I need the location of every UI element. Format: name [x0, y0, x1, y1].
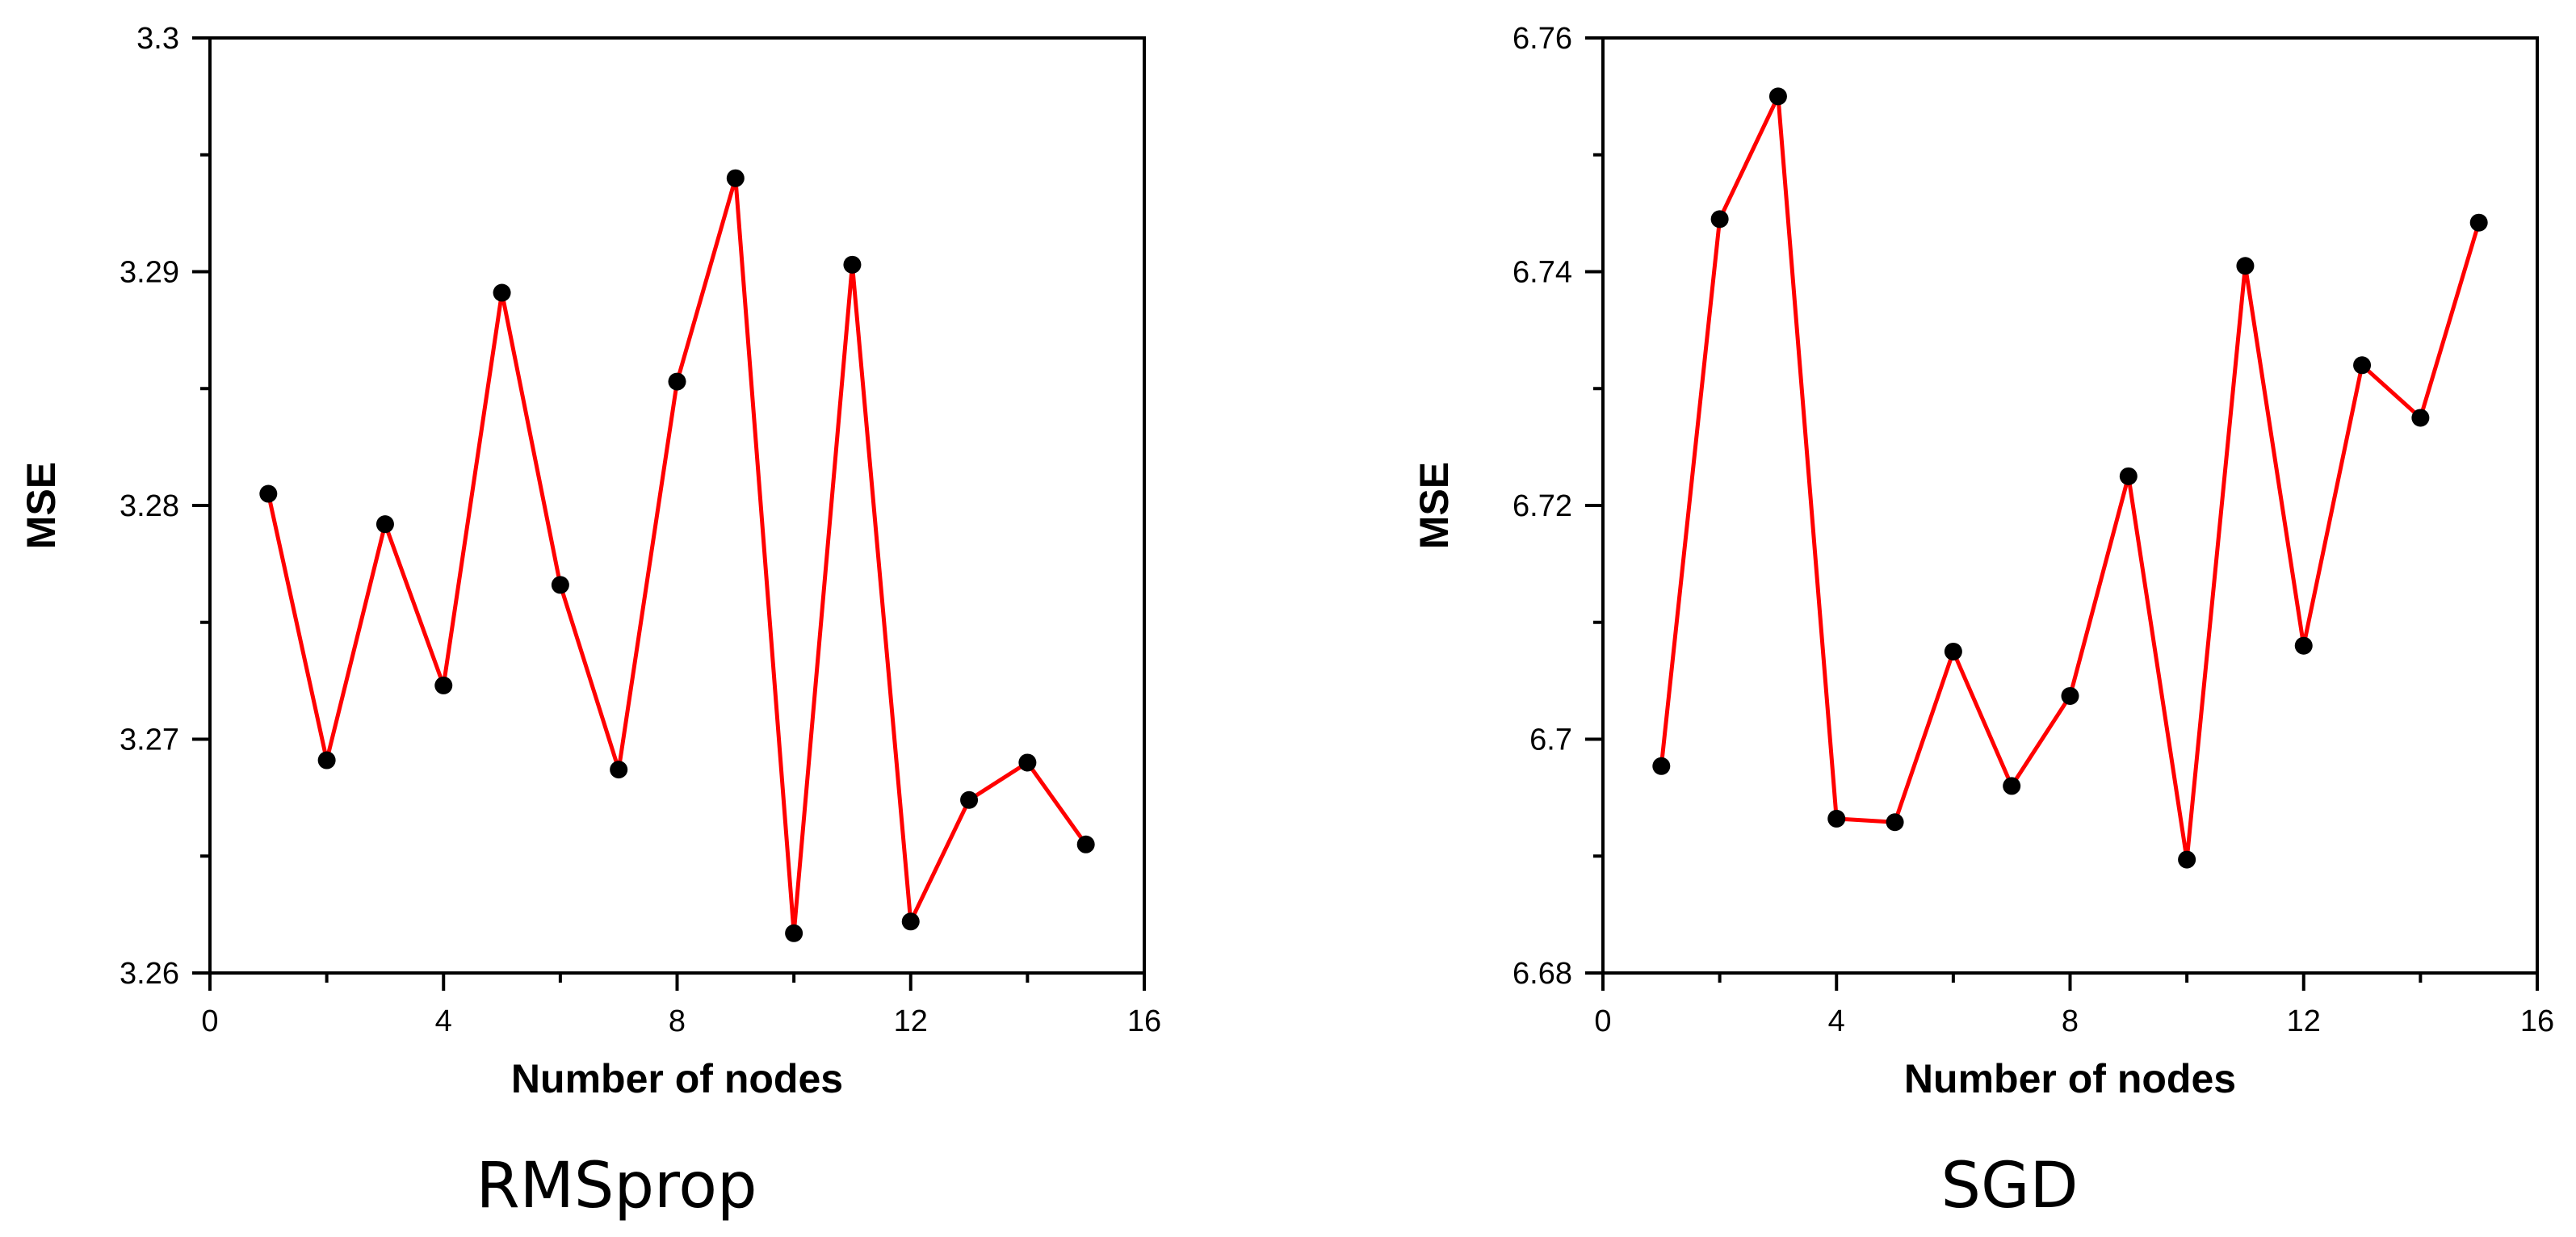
data-point: [1076, 835, 1095, 853]
data-point: [2236, 257, 2255, 275]
data-point: [2353, 356, 2372, 375]
data-point: [2119, 467, 2138, 485]
y-tick-label: 3.28: [120, 489, 179, 523]
data-point: [1827, 809, 1846, 828]
y-tick-label: 6.72: [1512, 489, 1572, 523]
y-tick-label: 3.3: [136, 22, 179, 56]
x-tick-label: 12: [894, 1004, 928, 1038]
plot-frame: [208, 36, 1146, 975]
data-point: [1652, 757, 1671, 775]
y-tick-label: 6.7: [1529, 723, 1572, 757]
data-point: [2061, 686, 2079, 705]
data-point: [2178, 850, 2196, 869]
x-tick-label: 0: [201, 1004, 218, 1038]
x-tick-label: 8: [2062, 1004, 2079, 1038]
x-tick-label: 16: [2520, 1004, 2554, 1038]
x-tick-label: 8: [669, 1004, 686, 1038]
data-point: [2003, 777, 2021, 795]
y-tick-label: 3.26: [120, 957, 179, 991]
data-point: [1886, 813, 1904, 832]
data-point: [317, 751, 336, 769]
data-point: [2469, 213, 2488, 232]
series-line: [1659, 94, 2482, 862]
x-tick-label: 16: [1127, 1004, 1161, 1038]
x-tick-label: 4: [1828, 1004, 1845, 1038]
chart-panel-rmsprop: 0 4 8 12 16 3.26 3.27 3.28 3.29 3.3 Number of node…: [19, 22, 1161, 1222]
data-point: [1710, 210, 1729, 229]
data-point: [259, 484, 278, 503]
y-tick-label: 3.27: [120, 723, 179, 757]
data-point: [843, 255, 862, 274]
data-point: [726, 169, 745, 187]
data-point: [668, 372, 686, 391]
data-point: [901, 912, 920, 931]
y-tick-label: 6.76: [1512, 22, 1572, 56]
y-axis-title: MSE: [1412, 462, 1457, 549]
data-point: [1768, 87, 1787, 106]
x-tick-label: 4: [435, 1004, 452, 1038]
data-point: [2411, 409, 2430, 427]
x-tick-label: 12: [2287, 1004, 2321, 1038]
y-tick-label: 6.68: [1512, 957, 1572, 991]
data-point: [1944, 642, 1962, 660]
plot-frame: [1601, 36, 2539, 975]
data-point: [785, 924, 803, 942]
data-point: [375, 515, 394, 534]
y-tick-label: 6.74: [1512, 256, 1572, 290]
data-point: [434, 676, 453, 694]
data-point: [960, 790, 979, 809]
panel-caption: RMSprop: [476, 1150, 757, 1222]
x-axis-title: Number of nodes: [1904, 1056, 2236, 1101]
data-point: [1018, 753, 1037, 772]
data-point: [493, 283, 511, 302]
data-point: [610, 761, 628, 779]
x-tick-label: 0: [1594, 1004, 1611, 1038]
chart-panel-sgd: 0 4 8 12 16 6.68 6.7 6.72 6.74 6.76 Number of node…: [1412, 22, 2554, 1222]
data-point: [2294, 636, 2313, 655]
data-point: [551, 576, 569, 594]
y-axis-title: MSE: [19, 462, 64, 549]
x-axis-title: Number of nodes: [511, 1056, 843, 1101]
y-tick-label: 3.29: [120, 256, 179, 290]
panel-caption: SGD: [1940, 1150, 2078, 1222]
series-line: [266, 176, 1088, 936]
